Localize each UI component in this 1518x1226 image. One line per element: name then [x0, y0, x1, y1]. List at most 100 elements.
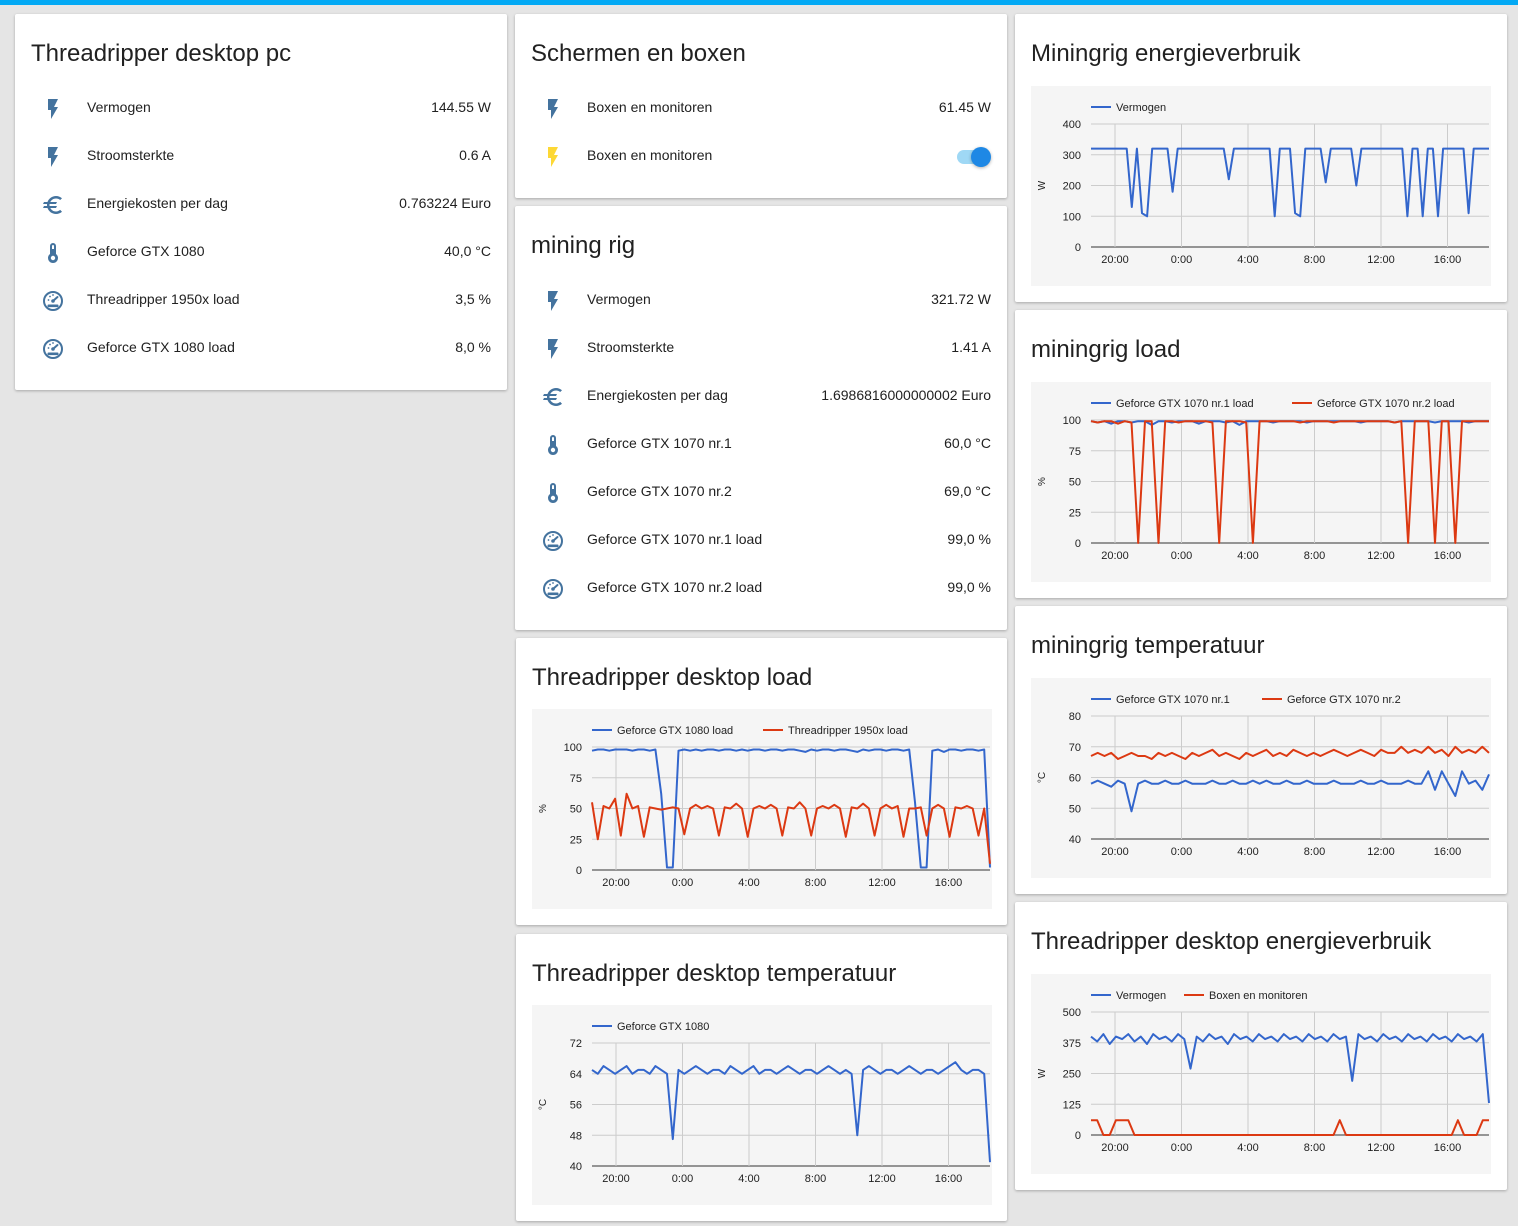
entity-value: 99,0 %: [947, 531, 991, 547]
entity-value: 1.41 A: [951, 339, 991, 355]
entity-value: 40,0 °C: [444, 243, 491, 259]
legend-label: Boxen en monitoren: [1209, 990, 1307, 1002]
card-title: Threadripper desktop pc: [31, 40, 292, 67]
entity-row[interactable]: Vermogen 144.55 W: [15, 85, 507, 133]
x-tick-label: 20:00: [1101, 254, 1129, 266]
history-chart[interactable]: Geforce GTX 1070 nr.1 load Geforce GTX 10…: [1031, 382, 1491, 582]
power-toggle[interactable]: [955, 147, 991, 167]
euro-icon: [41, 193, 65, 217]
y-tick-label: 0: [1075, 538, 1081, 550]
x-tick-label: 20:00: [602, 1173, 630, 1185]
legend-item[interactable]: Geforce GTX 1070 nr.1 load: [1091, 398, 1254, 410]
entity-label: Threadripper 1950x load: [87, 291, 240, 307]
gauge-icon: [41, 289, 65, 313]
chart-svg: Geforce GTX 1080 72 64 56 48 40 °C 20:00 0:00 4:0…: [538, 1021, 991, 1185]
gauge-icon: [541, 529, 565, 553]
entity-value: 144.55 W: [431, 99, 491, 115]
entity-value: 1.6986816000000002 Euro: [821, 387, 991, 403]
toggle-knob[interactable]: [971, 147, 991, 167]
x-tick-label: 12:00: [1367, 254, 1395, 266]
entity-label: Geforce GTX 1070 nr.1: [587, 435, 732, 451]
x-tick-label: 12:00: [1367, 1142, 1395, 1154]
y-tick-label: 80: [1069, 711, 1081, 723]
entity-row[interactable]: Geforce GTX 1070 nr.2 load 99,0 %: [515, 565, 1007, 613]
legend-label: Geforce GTX 1080 load: [617, 725, 733, 737]
x-tick-label: 16:00: [1434, 846, 1462, 858]
x-tick-label: 4:00: [1237, 1142, 1258, 1154]
history-chart[interactable]: Geforce GTX 1080 72 64 56 48 40 °C 20:00 0:00 4:0…: [532, 1005, 992, 1205]
entity-row[interactable]: Energiekosten per dag 0.763224 Euro: [15, 181, 507, 229]
entity-row[interactable]: Energiekosten per dag 1.6986816000000002 …: [515, 373, 1007, 421]
entity-label: Energiekosten per dag: [587, 387, 728, 403]
flash-icon: [41, 145, 65, 169]
entity-row[interactable]: Geforce GTX 1080 40,0 °C: [15, 229, 507, 277]
legend-label: Vermogen: [1116, 102, 1166, 114]
y-tick-label: 100: [1063, 211, 1081, 223]
y-tick-label: 75: [570, 773, 582, 785]
entity-label: Geforce GTX 1080 load: [87, 339, 235, 355]
y-tick-label: 500: [1063, 1007, 1081, 1019]
card-miningrig-energy: Miningrig energieverbruik Vermogen 400 300…: [1015, 14, 1507, 302]
series-line-0[interactable]: [1090, 1033, 1490, 1104]
entity-row[interactable]: Stroomsterkte 0.6 A: [15, 133, 507, 181]
x-tick-label: 16:00: [935, 877, 963, 889]
entity-row[interactable]: Geforce GTX 1070 nr.1 60,0 °C: [515, 421, 1007, 469]
series-line-0[interactable]: [591, 748, 991, 869]
x-tick-label: 4:00: [738, 877, 759, 889]
history-chart[interactable]: Vermogen Boxen en monitoren 500 375 250 125 0 W…: [1031, 974, 1491, 1174]
entity-row[interactable]: Geforce GTX 1070 nr.2 69,0 °C: [515, 469, 1007, 517]
legend-item[interactable]: Vermogen: [1091, 990, 1166, 1002]
series-line-0[interactable]: [1090, 770, 1490, 813]
entity-value: 69,0 °C: [944, 483, 991, 499]
legend-item[interactable]: Geforce GTX 1070 nr.1: [1091, 694, 1230, 706]
entity-row[interactable]: Threadripper 1950x load 3,5 %: [15, 277, 507, 325]
legend-item[interactable]: Geforce GTX 1080: [592, 1021, 709, 1033]
series-line-0[interactable]: [591, 1061, 991, 1163]
card-miningrig-load: miningrig load Geforce GTX 1070 nr.1 loa…: [1015, 310, 1507, 598]
x-tick-label: 0:00: [672, 1173, 693, 1185]
series-line-0[interactable]: [1091, 147, 1489, 218]
x-tick-label: 20:00: [1101, 846, 1129, 858]
card-miningrig-temp: miningrig temperatuur Geforce GTX 1070 n…: [1015, 606, 1507, 894]
y-tick-label: 250: [1063, 1069, 1081, 1081]
entity-row[interactable]: Boxen en monitoren: [515, 133, 1007, 181]
y-tick-label: 40: [1069, 834, 1081, 846]
legend-item[interactable]: Vermogen: [1091, 102, 1166, 114]
legend-item[interactable]: Boxen en monitoren: [1184, 990, 1307, 1002]
entity-row[interactable]: Boxen en monitoren 61.45 W: [515, 85, 1007, 133]
entity-value: 60,0 °C: [944, 435, 991, 451]
x-tick-label: 4:00: [1237, 550, 1258, 562]
entity-label: Geforce GTX 1070 nr.1 load: [587, 531, 763, 547]
legend-item[interactable]: Geforce GTX 1070 nr.2: [1262, 694, 1401, 706]
y-tick-label: 300: [1063, 150, 1081, 162]
entity-row[interactable]: Geforce GTX 1070 nr.1 load 99,0 %: [515, 517, 1007, 565]
y-tick-label: 56: [570, 1100, 582, 1112]
x-tick-label: 8:00: [1304, 550, 1325, 562]
history-chart[interactable]: Vermogen 400 300 200 100 0 W 20:00 0:00 4:00 8:00 1…: [1031, 86, 1491, 286]
entity-value: 99,0 %: [947, 579, 991, 595]
entity-label: Geforce GTX 1080: [87, 243, 205, 259]
entity-row[interactable]: Stroomsterkte 1.41 A: [515, 325, 1007, 373]
entity-row[interactable]: Geforce GTX 1080 load 8,0 %: [15, 325, 507, 373]
series-line-1[interactable]: [1091, 1119, 1489, 1136]
history-chart[interactable]: Geforce GTX 1080 load Threadripper 1950x …: [532, 709, 992, 909]
x-tick-label: 20:00: [602, 877, 630, 889]
series-line-1[interactable]: [1090, 420, 1489, 544]
series-line-1[interactable]: [1090, 745, 1490, 760]
entity-row[interactable]: Vermogen 321.72 W: [515, 277, 1007, 325]
card-title: Miningrig energieverbruik: [1031, 40, 1301, 67]
y-tick-label: 200: [1063, 181, 1081, 193]
entity-value: 3,5 %: [455, 291, 491, 307]
legend-label: Threadripper 1950x load: [788, 725, 908, 737]
series-line-1[interactable]: [591, 792, 991, 864]
y-tick-label: 48: [570, 1130, 582, 1142]
history-chart[interactable]: Geforce GTX 1070 nr.1 Geforce GTX 1070 nr…: [1031, 678, 1491, 878]
y-tick-label: 125: [1063, 1099, 1081, 1111]
legend-item[interactable]: Geforce GTX 1080 load: [592, 725, 733, 737]
entity-value: 8,0 %: [455, 339, 491, 355]
legend-item[interactable]: Geforce GTX 1070 nr.2 load: [1292, 398, 1455, 410]
card-schermen: Schermen en boxen Boxen en monitoren 61.4…: [515, 14, 1007, 198]
legend-item[interactable]: Threadripper 1950x load: [763, 725, 908, 737]
y-tick-label: 50: [1069, 477, 1081, 489]
entity-value: 321.72 W: [931, 291, 991, 307]
